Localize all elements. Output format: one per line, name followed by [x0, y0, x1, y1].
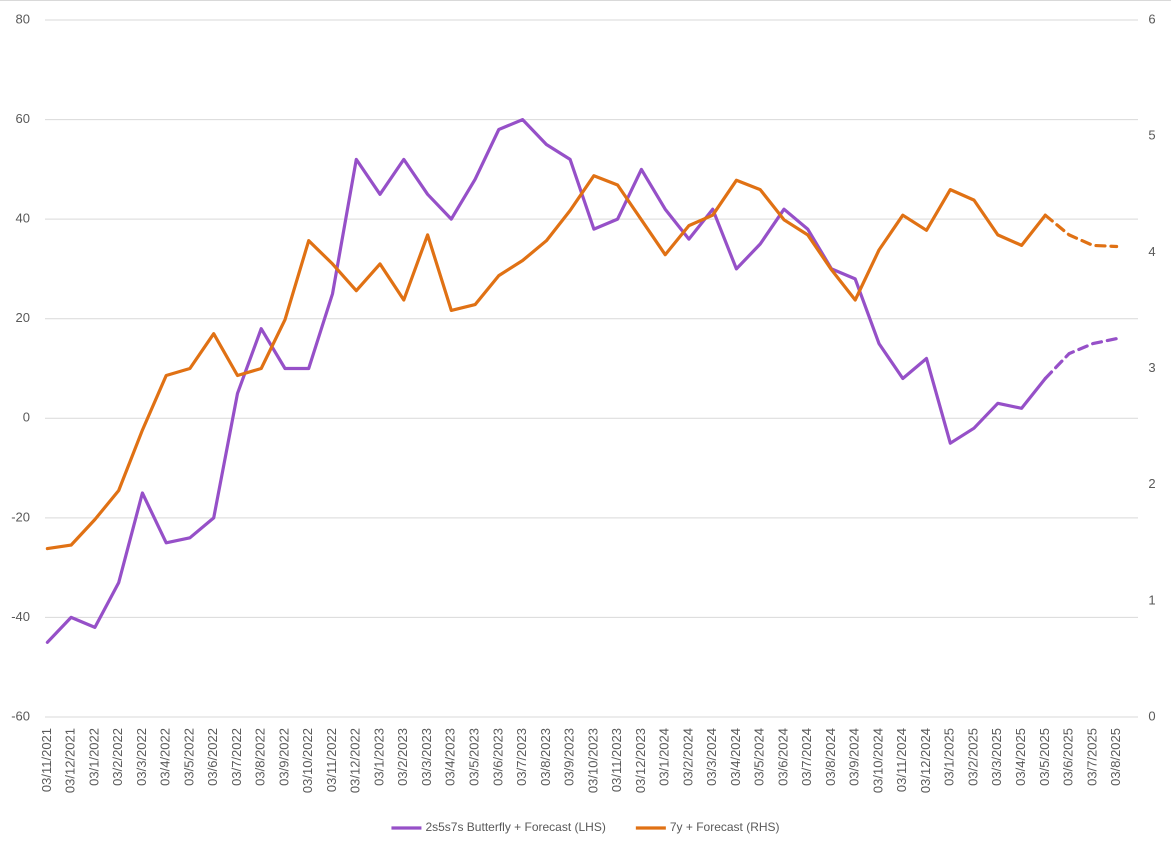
y-tick-label: -60: [11, 708, 30, 723]
y-tick-label: 80: [16, 11, 30, 26]
forecast-line: [1043, 213, 1119, 249]
x-tick-label: 03/11/2022: [324, 728, 339, 792]
x-tick-label: 03/4/2024: [728, 728, 743, 786]
y-tick-label: 0: [23, 410, 30, 425]
x-tick-label: 03/7/2023: [514, 728, 529, 786]
x-tick-label: 03/2/2024: [680, 728, 695, 786]
legend: 2s5s7s Butterfly + Forecast (LHS) 7y + Fo…: [391, 820, 780, 834]
x-tick-label: 03/4/2025: [1013, 728, 1028, 786]
x-tick-label: 03/5/2022: [181, 728, 196, 786]
y2-tick-label: 5: [1148, 128, 1155, 143]
x-tick-label: 03/6/2022: [205, 728, 220, 786]
y-tick-label: -40: [11, 609, 30, 624]
x-tick-label: 03/8/2023: [538, 728, 553, 786]
y-tick-label: -20: [11, 509, 30, 524]
x-tick-label: 03/8/2024: [823, 728, 838, 786]
y2-tick-label: 0: [1148, 708, 1155, 723]
y2-tick-label: 3: [1148, 360, 1155, 375]
x-tick-label: 03/7/2025: [1084, 728, 1099, 786]
x-tick-label: 03/12/2024: [918, 728, 933, 793]
x-tick-label: 03/2/2025: [965, 728, 980, 786]
x-tick-label: 03/3/2022: [134, 728, 149, 786]
x-tick-label: 03/2/2022: [110, 728, 125, 786]
x-tick-label: 03/8/2025: [1108, 728, 1123, 786]
x-tick-label: 03/8/2022: [253, 728, 268, 786]
x-tick-label: 03/3/2023: [419, 728, 434, 786]
x-tick-label: 03/4/2023: [443, 728, 458, 786]
x-tick-label: 03/5/2025: [1037, 728, 1052, 786]
x-tick-label: 03/12/2023: [633, 728, 648, 793]
x-tick-label: 03/10/2022: [300, 728, 315, 793]
x-tick-label: 03/6/2025: [1061, 728, 1076, 786]
x-tick-label: 03/3/2024: [704, 728, 719, 786]
x-tick-label: 03/12/2022: [348, 728, 363, 793]
y2-tick-label: 6: [1148, 11, 1155, 26]
x-tick-label: 03/11/2023: [609, 728, 624, 792]
x-tick-label: 03/7/2024: [799, 728, 814, 786]
x-tick-label: 03/11/2024: [894, 728, 909, 792]
x-tick-label: 03/7/2022: [229, 728, 244, 786]
y2-tick-label: 4: [1148, 244, 1155, 259]
x-tick-label: 03/10/2024: [870, 728, 885, 793]
x-tick-label: 03/12/2021: [63, 728, 78, 793]
x-tick-label: 03/5/2024: [752, 728, 767, 786]
series-line: [45, 174, 1047, 551]
x-tick-label: 03/4/2022: [158, 728, 173, 786]
y-tick-label: 40: [16, 211, 30, 226]
legend-label: 2s5s7s Butterfly + Forecast (LHS): [425, 820, 605, 834]
x-tick-label: 03/9/2024: [847, 728, 862, 786]
x-tick-label: 03/1/2023: [371, 728, 386, 786]
x-tick-label: 03/2/2023: [395, 728, 410, 786]
y2-tick-label: 2: [1148, 476, 1155, 491]
x-tick-label: 03/9/2022: [276, 728, 291, 786]
x-tick-label: 03/1/2025: [942, 728, 957, 786]
x-tick-label: 03/6/2023: [490, 728, 505, 786]
y-tick-label: 20: [16, 310, 30, 325]
x-tick-label: 03/11/2021: [39, 728, 54, 792]
x-tick-label: 03/10/2023: [585, 728, 600, 793]
forecast-line: [1043, 337, 1119, 381]
x-tick-label: 03/9/2023: [562, 728, 577, 786]
x-tick-label: 03/3/2025: [989, 728, 1004, 786]
y2-tick-label: 1: [1148, 592, 1155, 607]
legend-label: 7y + Forecast (RHS): [670, 820, 780, 834]
y-tick-label: 60: [16, 111, 30, 126]
x-tick-label: 03/1/2022: [86, 728, 101, 786]
x-tick-label: 03/5/2023: [467, 728, 482, 786]
x-tick-label: 03/6/2024: [775, 728, 790, 786]
series-line: [45, 118, 1047, 644]
x-tick-label: 03/1/2024: [657, 728, 672, 786]
